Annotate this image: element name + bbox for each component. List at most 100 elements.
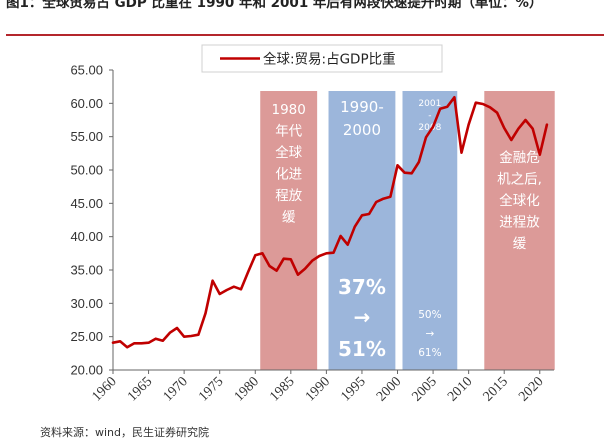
band2-label-line: 2000 (343, 121, 381, 139)
x-tick-label: 1970 (161, 374, 191, 404)
data-point (126, 346, 129, 349)
band4-label-line: 进程放 (499, 215, 540, 231)
title-underline (6, 34, 604, 36)
y-tick-label: 35.00 (70, 263, 103, 278)
y-tick-label: 55.00 (70, 129, 103, 144)
data-point (403, 171, 406, 174)
band3-label-line: 2001 (418, 99, 441, 109)
data-point (233, 285, 235, 288)
data-point (453, 96, 456, 99)
annotation-bands: 1980年代全球化进程放缓1990-200037%→51%2001-200850… (260, 91, 555, 370)
band4-label-line: 缓 (513, 236, 527, 252)
x-tick-label: 1995 (338, 374, 368, 404)
data-point (261, 252, 264, 255)
band3-stat-line: 61% (418, 347, 441, 359)
chart-legend: 全球:贸易:占GDP比重 (201, 44, 443, 73)
data-point (460, 151, 463, 154)
band1-label-line: 全球 (275, 144, 302, 161)
band1-label-line: 1980 (272, 102, 306, 118)
data-point (510, 139, 513, 141)
data-point (140, 342, 143, 345)
x-tick-label: 1960 (89, 374, 119, 404)
data-point (353, 225, 356, 228)
data-point (496, 111, 498, 114)
data-point (531, 127, 534, 130)
data-point (311, 259, 314, 262)
x-tick-label: 2015 (481, 374, 511, 404)
y-tick-label: 65.00 (70, 63, 103, 78)
band3-stat-line: 50% (418, 309, 441, 321)
data-point (275, 269, 278, 272)
band4-label-line: 全球化 (499, 192, 540, 209)
data-point (517, 127, 520, 130)
data-point (467, 123, 470, 126)
data-point (474, 101, 477, 104)
band2-label-line: 1990- (340, 98, 384, 116)
band3-stat-line: → (425, 328, 434, 340)
band3-label-line: 2008 (418, 123, 441, 133)
x-tick-label: 2005 (410, 374, 440, 404)
y-tick-label: 25.00 (70, 329, 103, 344)
data-point (481, 103, 484, 105)
data-point (247, 271, 250, 273)
band2-stat-line: → (354, 305, 371, 329)
data-point (410, 172, 413, 175)
data-point (439, 107, 442, 110)
data-point (304, 267, 306, 270)
band4-label-line: 机之后, (497, 172, 542, 188)
data-point (169, 331, 171, 334)
data-point (446, 105, 449, 108)
data-point (240, 288, 242, 291)
data-point (538, 153, 541, 156)
data-point (368, 213, 370, 215)
x-tick-label: 2000 (374, 374, 404, 404)
data-point (361, 214, 363, 217)
x-tick-label: 1990 (303, 374, 333, 404)
data-point (183, 335, 186, 338)
data-point (268, 265, 271, 267)
band1-rect (260, 91, 318, 370)
data-point (325, 252, 328, 255)
data-point (417, 161, 420, 163)
band1-label-line: 化进 (275, 167, 302, 183)
data-point (396, 164, 399, 167)
series-layer (111, 96, 549, 349)
band2-rect (328, 91, 396, 370)
y-tick-label: 40.00 (70, 229, 103, 244)
data-point (489, 106, 491, 109)
band1-label-line: 年代 (275, 124, 302, 140)
data-point (297, 273, 299, 276)
data-point (218, 293, 221, 295)
series-line-trade-gdp (111, 96, 549, 349)
band4-label-line: 金融危 (499, 150, 540, 166)
band3-label-line: - (428, 111, 431, 121)
data-point (119, 340, 122, 343)
data-point (339, 235, 342, 237)
band2-stat-line: 37% (338, 275, 386, 299)
x-tick-label: 1980 (232, 374, 262, 404)
data-point (197, 333, 200, 336)
x-tick-label: 1975 (196, 374, 226, 404)
x-tick-label: 2020 (516, 374, 546, 404)
data-point (346, 243, 349, 246)
y-tick-label: 30.00 (70, 296, 103, 311)
y-tick-label: 50.00 (70, 163, 103, 178)
data-point (289, 258, 292, 261)
data-point (176, 327, 178, 329)
data-point (425, 136, 427, 139)
data-point (375, 201, 378, 203)
data-point (190, 335, 193, 337)
data-point (524, 119, 527, 121)
x-tick-label: 1985 (267, 374, 297, 404)
data-point (254, 254, 257, 257)
data-point (318, 255, 321, 257)
band1-label-line: 缓 (282, 210, 296, 226)
figure-title: 图1：全球贸易占 GDP 比重在 1990 年和 2001 年后有两段快速提升时… (6, 0, 543, 11)
data-point (332, 251, 335, 254)
y-tick-label: 20.00 (70, 363, 103, 378)
band3-rect (402, 91, 458, 370)
data-point (211, 279, 214, 282)
data-point (382, 197, 385, 200)
legend-label: 全球:贸易:占GDP比重 (263, 51, 396, 68)
